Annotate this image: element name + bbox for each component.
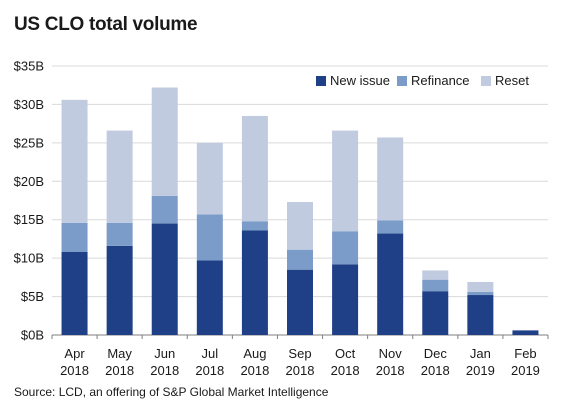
x-tick-label-month: Nov (379, 346, 403, 361)
bar-refinance (287, 249, 313, 270)
x-tick-label-month: Sep (288, 346, 311, 361)
bar-refinance (241, 221, 268, 231)
x-tick-label-year: 2019 (511, 363, 540, 378)
bar-reset (241, 115, 268, 222)
bar-refinance (61, 222, 88, 252)
bar-reset (467, 281, 494, 292)
x-tick-label-year: 2018 (421, 363, 450, 378)
bar-refinance (467, 291, 494, 296)
bar-refinance (196, 214, 223, 261)
x-tick-label-month: Apr (64, 346, 85, 361)
legend-item-reset: Reset (481, 73, 529, 88)
x-tick-label-year: 2018 (105, 363, 134, 378)
bar-new-issue (151, 223, 178, 335)
y-axis-ticks: $0B $5B $10B $15B $20B $25B $30B $35B (14, 59, 44, 343)
legend-label-refinance: Refinance (411, 73, 470, 88)
bar-new-issue (241, 230, 268, 335)
bar-reset (61, 99, 88, 223)
bar-new-issue (287, 269, 313, 335)
bar-reset (151, 87, 178, 196)
x-tick-label-year: 2018 (150, 363, 179, 378)
x-tick-label-year: 2018 (60, 363, 89, 378)
bar-new-issue (467, 295, 494, 335)
bar-reset (332, 130, 359, 232)
x-tick-label-month: Jan (470, 346, 491, 361)
bar-reset (422, 270, 449, 280)
source-note: Source: LCD, an offering of S&P Global M… (14, 385, 329, 399)
x-tick-label-year: 2019 (466, 363, 495, 378)
x-axis-ticks: Apr 2018 May 2018 Jun 2018 Jul 2018 Aug 2018 Sep 20… (51, 335, 549, 378)
legend-item-new-issue: New issue (316, 73, 390, 88)
legend-label-reset: Reset (495, 73, 529, 88)
x-tick-label-month: Jun (154, 346, 175, 361)
y-tick-label: $20B (14, 174, 44, 189)
legend-label-new-issue: New issue (330, 73, 390, 88)
x-tick-label-month: Aug (243, 346, 266, 361)
x-tick-label-year: 2018 (286, 363, 315, 378)
y-tick-label: $30B (14, 97, 44, 112)
x-tick-label-month: Feb (514, 346, 536, 361)
x-tick-label-month: Dec (424, 346, 448, 361)
x-tick-label-year: 2018 (195, 363, 224, 378)
chart-title: US CLO total volume (14, 14, 198, 35)
bar-refinance (332, 231, 359, 265)
x-tick-label-year: 2018 (240, 363, 269, 378)
bar-new-issue (422, 291, 449, 335)
y-tick-label: $10B (14, 251, 44, 266)
bar-refinance (151, 195, 178, 224)
x-tick-label-year: 2018 (331, 363, 360, 378)
x-tick-label-month: Oct (335, 346, 356, 361)
y-tick-label: $35B (14, 59, 44, 74)
y-tick-label: $0B (21, 328, 44, 343)
y-tick-label: $5B (21, 289, 44, 304)
legend-swatch-new-issue (316, 75, 326, 86)
bar-refinance (377, 220, 404, 234)
bar-new-issue (61, 251, 88, 335)
bar-refinance (422, 279, 449, 292)
bar-reset (196, 142, 223, 215)
x-tick-label-month: Jul (202, 346, 219, 361)
bar-reset (106, 130, 133, 223)
bar-new-issue (106, 245, 133, 335)
x-tick-label-year: 2018 (376, 363, 405, 378)
bar-reset (287, 202, 313, 250)
bars (61, 87, 539, 335)
bar-new-issue (332, 264, 359, 335)
bar-new-issue (512, 330, 539, 335)
bar-new-issue (377, 233, 404, 335)
x-tick-label-month: May (107, 346, 132, 361)
legend-swatch-refinance (397, 75, 407, 86)
y-tick-label: $15B (14, 212, 44, 227)
bar-refinance (106, 222, 133, 246)
bar-new-issue (196, 260, 223, 335)
bar-reset (377, 137, 404, 221)
legend-item-refinance: Refinance (397, 73, 470, 88)
legend-swatch-reset (481, 75, 491, 86)
y-tick-label: $25B (14, 135, 44, 150)
